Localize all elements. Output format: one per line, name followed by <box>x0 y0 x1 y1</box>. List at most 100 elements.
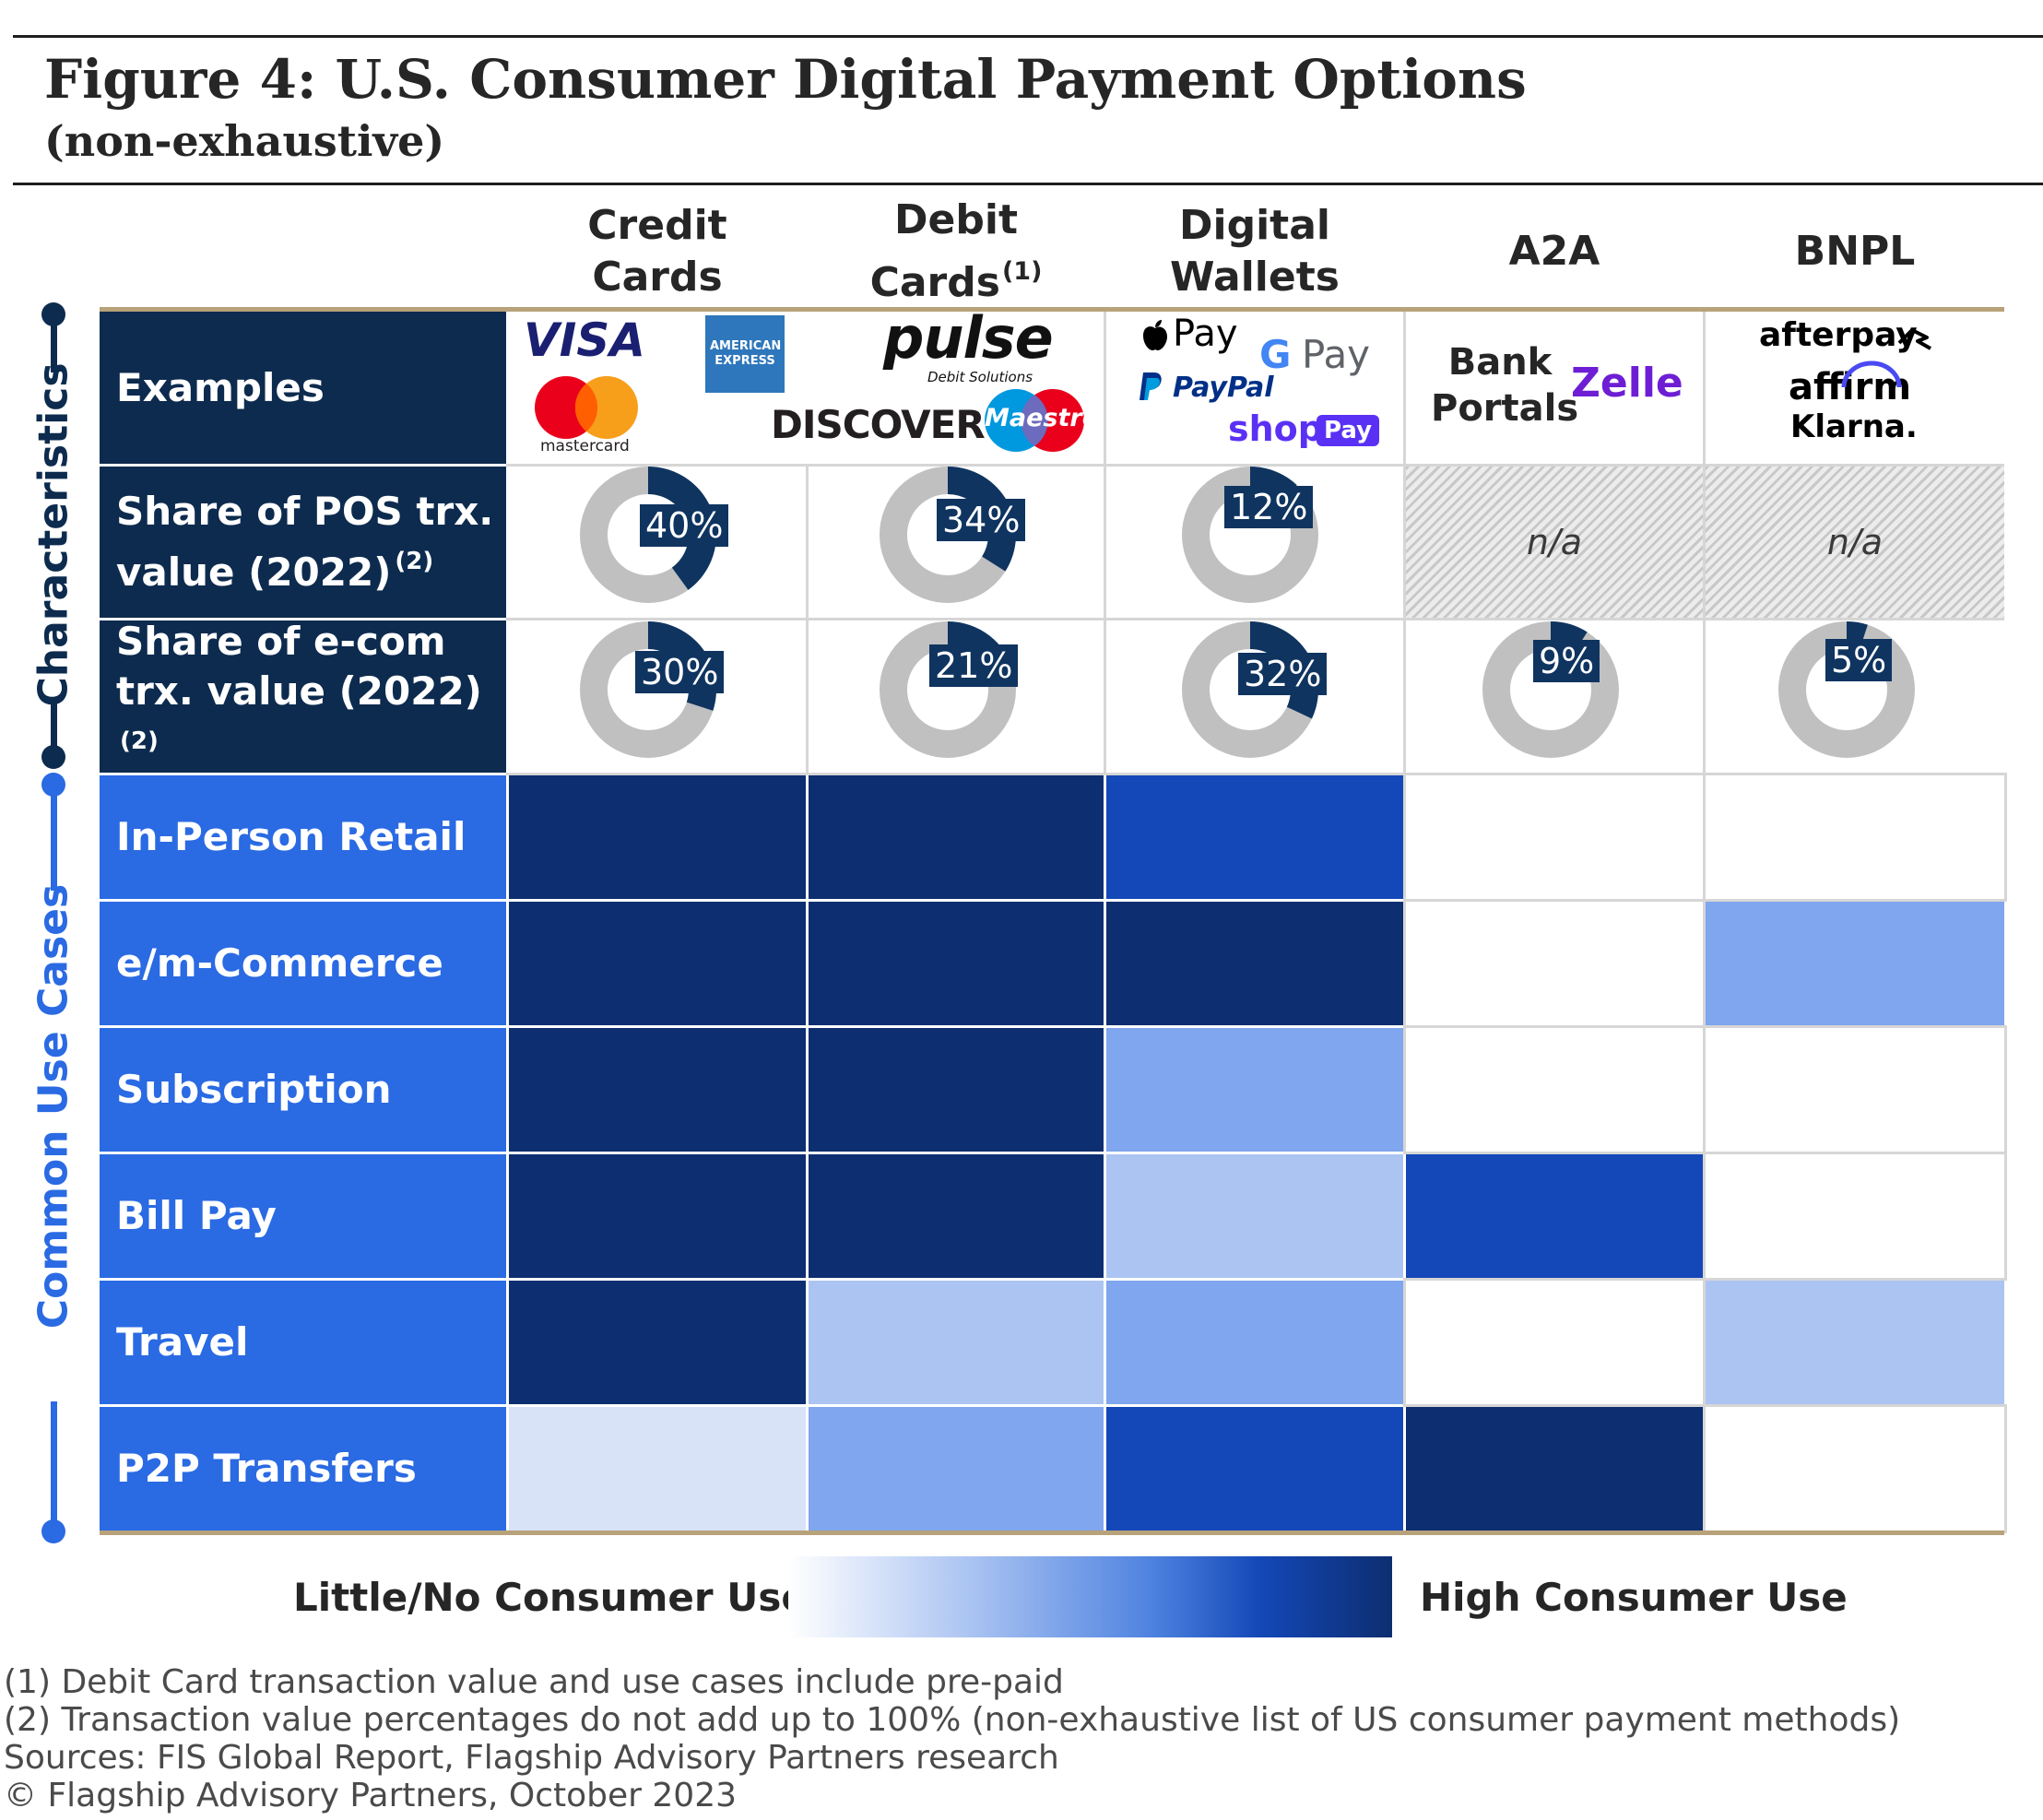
heatmap-cell <box>509 1407 806 1530</box>
heatmap-cell <box>509 775 806 899</box>
grid-line <box>506 773 2004 775</box>
visa-logo: VISA <box>524 313 646 367</box>
maestro-logo-icon <box>985 389 1084 452</box>
afterpay-arrows-icon <box>1897 328 1931 350</box>
row-label-p2p-transfers: P2P Transfers <box>100 1407 506 1530</box>
legend-gradient-bar <box>788 1556 1392 1637</box>
grid-line <box>506 618 2004 620</box>
afterpay-logo: afterpay <box>1759 316 1918 354</box>
row-label-ecom-share: Share of e-com trx. value (2022)(2) <box>100 619 506 773</box>
klarna-logo: Klarna. <box>1790 408 1918 445</box>
heatmap-cell <box>1106 1154 1403 1278</box>
heatmap-cell <box>509 1028 806 1152</box>
donut-share-label: 32% <box>1238 653 1328 695</box>
discover-logo: DISCOVER <box>771 402 986 447</box>
row-label-in-person-retail: In-Person Retail <box>100 775 506 899</box>
heatmap-cell <box>809 1154 1104 1278</box>
mastercard-logo-icon <box>535 376 638 439</box>
heatmap-cell <box>1703 1025 2007 1154</box>
heatmap-cell <box>1403 1278 1706 1407</box>
grid-line <box>1104 312 1106 773</box>
heatmap-cell <box>509 1154 806 1278</box>
apple-icon <box>1143 320 1167 350</box>
heatmap-cell <box>809 775 1104 899</box>
column-header-credit-cards: Credit Cards <box>587 201 727 301</box>
figure-title: Figure 4: U.S. Consumer Digital Payment … <box>44 48 1527 111</box>
heatmap-cell <box>809 1281 1104 1404</box>
na-cell-bnpl-pos: n/a <box>1706 467 2004 618</box>
na-cell-a2a-pos: n/a <box>1406 467 1703 618</box>
legend-low-label: Little/No Consumer Use <box>293 1575 808 1620</box>
donut-share-label: 5% <box>1825 639 1893 681</box>
heatmap-cell <box>1106 775 1403 899</box>
heatmap-cell <box>1403 1025 1706 1154</box>
paypal-icon <box>1140 372 1162 400</box>
heatmap-cell <box>1703 1152 2007 1281</box>
grid-line <box>1403 312 1406 773</box>
mastercard-wordmark: mastercard <box>540 437 630 455</box>
heatmap-cell <box>1403 899 1706 1028</box>
heatmap-cell <box>509 902 806 1025</box>
column-header-bnpl: BNPL <box>1794 227 1916 275</box>
heatmap-cell <box>1106 1281 1403 1404</box>
footnote-copyright: © Flagship Advisory Partners, October 20… <box>4 1777 738 1814</box>
column-header-a2a: A2A <box>1508 227 1600 275</box>
donut-share-label: 9% <box>1533 640 1600 682</box>
top-rule <box>13 35 2043 38</box>
shop-pay-logo: shop <box>1228 408 1323 449</box>
use-cases-section-label: Common Use Cases <box>30 883 77 1330</box>
use-cases-bracket-bottom-dot <box>41 1519 65 1543</box>
grid-line <box>506 464 2004 467</box>
shop-pay-badge: Pay <box>1317 415 1380 446</box>
footnote-2: (2) Transaction value percentages do not… <box>4 1701 1901 1739</box>
row-label-bill-pay: Bill Pay <box>100 1154 506 1278</box>
use-cases-bracket-bottom <box>51 1401 57 1530</box>
pulse-debit-solutions-text: Debit Solutions <box>927 369 1033 385</box>
use-cases-bracket-top <box>51 784 57 891</box>
heatmap-cell <box>1406 1407 1703 1530</box>
donut-share-label: 40% <box>640 504 729 547</box>
pulse-logo: pulse <box>883 304 1054 372</box>
heatmap-cell <box>809 1028 1104 1152</box>
table-top-border <box>100 307 2004 312</box>
legend-high-label: High Consumer Use <box>1420 1575 1848 1620</box>
row-label-examples: Examples <box>100 312 506 464</box>
apple-pay-logo: Pay <box>1173 313 1238 355</box>
row-label-em-commerce: e/m-Commerce <box>100 902 506 1025</box>
grid-line <box>1703 312 1706 773</box>
title-rule <box>13 183 2043 185</box>
figure-subtitle: (non-exhaustive) <box>44 116 445 166</box>
heatmap-cell <box>1106 902 1403 1025</box>
column-header-digital-wallets: Digital Wallets <box>1170 201 1340 301</box>
row-label-pos-share: Share of POS trx. value (2022) (2) <box>100 467 506 618</box>
table-bottom-border <box>100 1530 2004 1535</box>
heatmap-cell <box>809 1407 1104 1530</box>
heatmap-cell <box>1403 773 1706 902</box>
zelle-logo: Zelle <box>1571 360 1683 407</box>
footnote-1: (1) Debit Card transaction value and use… <box>4 1663 1064 1701</box>
characteristics-bracket-bottom <box>51 701 57 756</box>
maestro-wordmark: Maestro <box>985 404 1100 432</box>
google-g-icon: G <box>1259 332 1292 377</box>
heatmap-cell <box>509 1281 806 1404</box>
donut-share-label: 34% <box>937 499 1026 541</box>
heatmap-cell <box>1406 1154 1703 1278</box>
heatmap-cell <box>1706 1281 2004 1404</box>
paypal-logo: PayPal <box>1173 372 1274 404</box>
donut-share-label: 30% <box>635 651 725 693</box>
heatmap-cell <box>1703 1404 2007 1533</box>
heatmap-cell <box>809 902 1104 1025</box>
bank-portals-text: Bank Portals <box>1431 341 1579 430</box>
heatmap-cell <box>1106 1028 1403 1152</box>
heatmap-cell <box>1706 902 2004 1025</box>
affirm-arc-icon <box>1841 360 1902 388</box>
row-label-subscription: Subscription <box>100 1028 506 1152</box>
donut-share-label: 12% <box>1224 486 1314 528</box>
google-pay-logo: Pay <box>1302 332 1371 377</box>
characteristics-bracket-top <box>51 313 57 372</box>
footnote-sources: Sources: FIS Global Report, Flagship Adv… <box>4 1739 1059 1777</box>
characteristics-bracket-bottom-dot <box>41 745 65 769</box>
heatmap-cell <box>1703 773 2007 902</box>
amex-logo: AMERICAN EXPRESS <box>705 315 785 393</box>
